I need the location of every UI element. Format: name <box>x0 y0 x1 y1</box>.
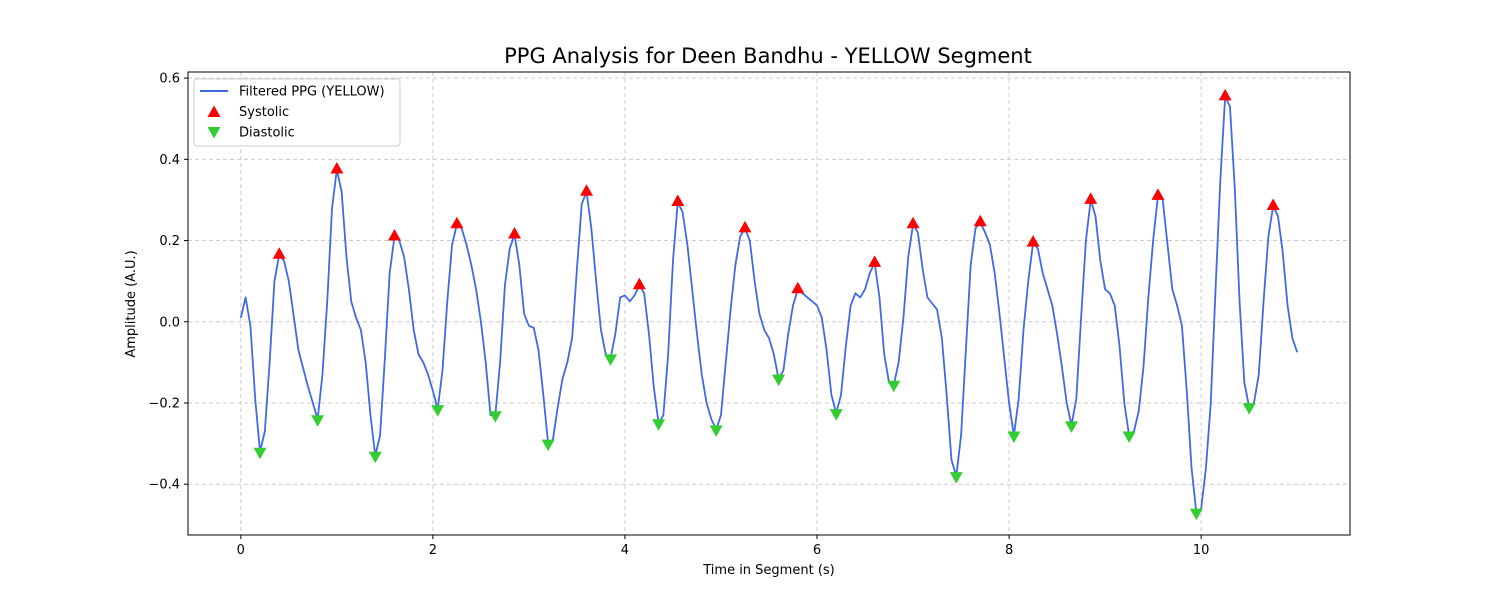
x-tick-label: 0 <box>237 543 245 558</box>
diastolic-marker <box>949 472 963 484</box>
diastolic-marker <box>1065 421 1079 433</box>
y-tick-label: 0.4 <box>159 153 180 168</box>
x-tick-label: 2 <box>429 543 437 558</box>
y-tick-label: −0.2 <box>148 397 180 412</box>
x-tick-label: 4 <box>621 543 629 558</box>
legend-box <box>193 78 401 147</box>
diastolic-marker <box>887 380 901 393</box>
legend-diastolic-marker <box>207 127 221 139</box>
legend: Filtered PPG (YELLOW) Systolic Diastolic <box>193 78 401 147</box>
systolic-marker <box>580 184 594 196</box>
systolic-marker <box>450 216 464 229</box>
legend-label-filtered-ppg: Filtered PPG (YELLOW) <box>239 85 385 100</box>
plot-frame <box>187 71 1351 536</box>
systolic-marker <box>1026 235 1040 247</box>
diastolic-marker <box>253 447 267 460</box>
x-tick-label: 8 <box>1005 543 1013 558</box>
plot-data <box>239 88 1299 521</box>
systolic-marker <box>973 214 987 227</box>
y-tick-label: 0.2 <box>159 234 180 249</box>
diastolic-marker <box>709 425 723 437</box>
y-tick-label: 0.0 <box>159 315 180 330</box>
systolic-marker <box>272 247 286 259</box>
y-axis-label: Amplitude (A.U.) <box>124 250 139 357</box>
systolic-marker <box>671 194 685 206</box>
diastolic-marker <box>1242 403 1256 415</box>
diastolic-marker <box>1189 508 1203 521</box>
systolic-marker <box>868 255 882 267</box>
diastolic-marker <box>604 354 618 366</box>
ppg-signal-line <box>239 95 1299 514</box>
y-tick-label: 0.6 <box>159 72 180 87</box>
systolic-marker <box>632 277 646 290</box>
y-tick-label: −0.4 <box>148 478 180 493</box>
grid-lines <box>188 72 1350 535</box>
axis-ticks: 0 2 4 6 8 10 −0.4 −0.2 0.0 0.2 0.4 0.6 <box>148 72 1209 558</box>
legend-label-diastolic: Diastolic <box>239 126 295 141</box>
systolic-marker <box>738 220 752 233</box>
legend-systolic-marker <box>207 105 221 117</box>
systolic-marker <box>1151 188 1165 200</box>
diastolic-marker <box>541 439 555 452</box>
diastolic-marker <box>652 419 666 431</box>
diastolic-marker <box>772 374 786 387</box>
x-tick-label: 10 <box>1193 543 1210 558</box>
diastolic-marker <box>1122 431 1136 443</box>
systolic-marker <box>1266 198 1280 211</box>
diastolic-marker <box>431 405 445 417</box>
systolic-marker <box>387 228 401 241</box>
legend-label-systolic: Systolic <box>239 105 289 120</box>
diastolic-marker <box>488 411 502 423</box>
diastolic-marker <box>368 451 382 464</box>
diastolic-marker <box>1007 431 1021 443</box>
systolic-marker <box>330 161 344 174</box>
x-tick-label: 6 <box>813 543 821 558</box>
diastolic-marker <box>311 415 325 427</box>
systolic-marker <box>906 216 920 229</box>
systolic-marker <box>1084 192 1098 204</box>
diastolic-marker <box>829 409 843 421</box>
chart-title: PPG Analysis for Deen Bandhu - YELLOW Se… <box>504 44 1032 68</box>
systolic-marker <box>791 281 805 294</box>
systolic-marker <box>508 226 522 239</box>
x-axis-label: Time in Segment (s) <box>702 563 834 578</box>
systolic-marker <box>1218 88 1232 101</box>
